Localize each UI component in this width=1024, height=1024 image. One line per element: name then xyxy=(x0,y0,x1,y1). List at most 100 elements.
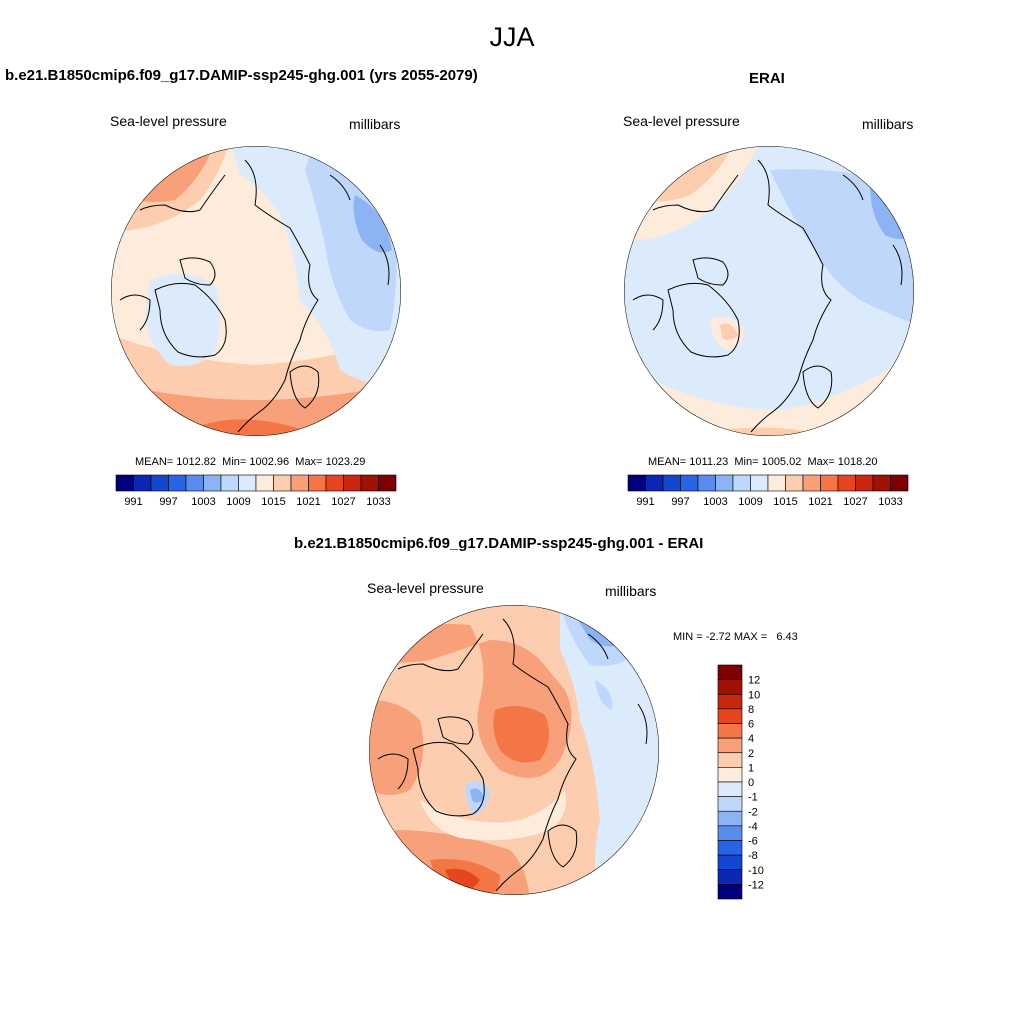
mean-value: 1012.82 xyxy=(176,456,217,468)
colorbar-box xyxy=(185,474,204,492)
colorbar-box xyxy=(662,474,681,492)
colorbar-tick-label: 10 xyxy=(748,689,760,701)
max-label: MAX = xyxy=(733,631,768,643)
colorbar-box xyxy=(717,869,743,885)
colorbar-box xyxy=(717,767,743,783)
panel-3-variable-label: Sea-level pressure xyxy=(367,580,484,596)
panel-2-units-label: millibars xyxy=(862,116,914,132)
colorbar-box xyxy=(238,474,257,492)
colorbar-box xyxy=(717,840,743,856)
colorbar-tick-label: -1 xyxy=(748,792,758,804)
colorbar-box xyxy=(343,474,362,492)
colorbar-box xyxy=(115,474,134,492)
colorbar-tick-label: 991 xyxy=(124,496,142,508)
mean-value: 1011.23 xyxy=(689,456,729,468)
colorbar-tick-label: 1015 xyxy=(261,496,285,508)
colorbar-box xyxy=(855,474,874,492)
panel-1-title: b.e21.B1850cmip6.f09_g17.DAMIP-ssp245-gh… xyxy=(5,67,478,84)
min-label: Min= xyxy=(734,456,759,468)
colorbar-box xyxy=(750,474,769,492)
colorbar-box xyxy=(802,474,821,492)
colorbar-box xyxy=(715,474,734,492)
colorbar-box xyxy=(627,474,646,492)
colorbar-box xyxy=(717,664,743,680)
map-1-polar-plot xyxy=(111,146,401,436)
figure-title: JJA xyxy=(489,22,535,52)
colorbar-box xyxy=(290,474,309,492)
colorbar-box xyxy=(717,796,743,812)
min-label: Min= xyxy=(222,456,247,468)
panel-3-title: b.e21.B1850cmip6.f09_g17.DAMIP-ssp245-gh… xyxy=(294,535,704,552)
colorbar-tick-label: -6 xyxy=(748,836,758,848)
colorbar-box xyxy=(325,474,344,492)
colorbar-tick-label: 1003 xyxy=(703,496,727,508)
colorbar-tick-label: 1009 xyxy=(738,496,762,508)
colorbar-box xyxy=(717,810,743,827)
max-value: 1023.29 xyxy=(325,456,366,468)
map-2-polar-plot xyxy=(624,146,914,436)
colorbar-box xyxy=(168,474,187,492)
panel-1-units-label: millibars xyxy=(349,116,401,132)
colorbar-tick-label: 0 xyxy=(748,777,754,789)
max-label: Max= xyxy=(807,456,835,468)
colorbar-box xyxy=(717,884,743,900)
colorbar-tick-label: 1027 xyxy=(843,496,867,508)
colorbar-box xyxy=(872,474,891,492)
colorbar-box xyxy=(255,474,274,492)
colorbar-2: 991 997 1003 1009 1015 1021 1027 1033 xyxy=(627,474,909,508)
colorbar-tick-label: 1009 xyxy=(226,496,250,508)
colorbar-tick-label: -4 xyxy=(748,821,758,833)
colorbar-box xyxy=(717,723,743,739)
max-label: Max= xyxy=(295,456,323,468)
max-value: 6.43 xyxy=(776,631,798,643)
colorbar-tick-label: -10 xyxy=(748,865,764,877)
colorbar-tick-label: 12 xyxy=(748,675,760,687)
min-label: MIN = xyxy=(673,631,703,643)
colorbar-tick-label: 1 xyxy=(748,762,754,774)
colorbar-tick-label: -8 xyxy=(748,850,758,862)
colorbar-box xyxy=(308,474,327,492)
colorbar-box xyxy=(717,854,743,871)
colorbar-box xyxy=(717,825,743,841)
colorbar-box xyxy=(732,474,751,492)
colorbar-box xyxy=(203,474,222,492)
colorbar-box xyxy=(133,474,152,492)
colorbar-box xyxy=(697,474,716,492)
colorbar-box xyxy=(767,474,786,492)
colorbar-box xyxy=(378,474,397,492)
colorbar-box xyxy=(890,474,909,492)
max-value: 1018.20 xyxy=(837,456,878,468)
colorbar-tick-label: 1033 xyxy=(878,496,902,508)
colorbar-box xyxy=(717,679,743,695)
colorbar-tick-label: 2 xyxy=(748,748,754,760)
map-3-polar-plot xyxy=(369,605,659,895)
colorbar-tick-label: 1003 xyxy=(191,496,215,508)
colorbar-box xyxy=(273,474,292,492)
colorbar-box xyxy=(717,737,743,754)
colorbar-tick-label: 997 xyxy=(159,496,177,508)
colorbar-tick-label: 1027 xyxy=(331,496,355,508)
colorbar-box xyxy=(150,474,169,492)
min-value: 1002.96 xyxy=(249,456,290,468)
colorbar-tick-label: 1015 xyxy=(773,496,797,508)
colorbar-tick-label: 1021 xyxy=(296,496,320,508)
colorbar-box xyxy=(360,474,379,492)
colorbar-1: 991 997 1003 1009 1015 1021 1027 1033 xyxy=(115,474,397,508)
colorbar-box xyxy=(785,474,804,492)
panel-1-variable-label: Sea-level pressure xyxy=(110,113,227,129)
colorbar-box xyxy=(717,693,743,710)
min-value: 1005.02 xyxy=(761,456,802,468)
colorbar-tick-label: 997 xyxy=(671,496,689,508)
colorbar-box xyxy=(837,474,856,492)
panel-2-stats: MEAN= 1011.23 Min= 1005.02 Max= 1018.20 xyxy=(648,456,878,468)
colorbar-tick-label: 4 xyxy=(748,733,754,745)
colorbar-tick-label: 8 xyxy=(748,704,754,716)
colorbar-tick-label: 6 xyxy=(748,719,754,731)
panel-1-stats: MEAN= 1012.82 Min= 1002.96 Max= 1023.29 xyxy=(135,456,365,468)
colorbar-box xyxy=(717,708,743,724)
colorbar-tick-label: 1021 xyxy=(808,496,832,508)
mean-label: MEAN= xyxy=(648,456,687,468)
colorbar-tick-label: -12 xyxy=(748,879,764,891)
colorbar-box xyxy=(645,474,664,492)
